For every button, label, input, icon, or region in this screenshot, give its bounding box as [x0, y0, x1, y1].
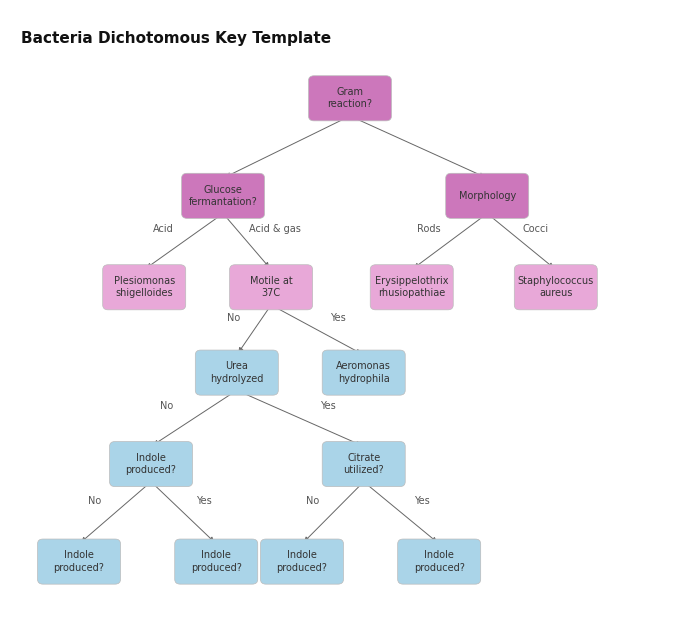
FancyBboxPatch shape	[175, 539, 258, 584]
Text: No: No	[306, 496, 319, 505]
Text: Yes: Yes	[330, 313, 346, 323]
Text: Indole
produced?: Indole produced?	[54, 551, 104, 573]
Text: Acid & gas: Acid & gas	[248, 224, 300, 234]
Text: Plesiomonas
shigelloides: Plesiomonas shigelloides	[113, 276, 175, 298]
Text: Erysippelothrix
rhusiopathiae: Erysippelothrix rhusiopathiae	[375, 276, 449, 298]
FancyBboxPatch shape	[195, 350, 279, 395]
Text: Staphylococcus
aureus: Staphylococcus aureus	[518, 276, 594, 298]
Text: Motile at
37C: Motile at 37C	[250, 276, 293, 298]
Text: Indole
produced?: Indole produced?	[414, 551, 465, 573]
Text: Indole
produced?: Indole produced?	[191, 551, 242, 573]
Text: Cocci: Cocci	[522, 224, 548, 234]
FancyBboxPatch shape	[230, 265, 313, 310]
Text: Bacteria Dichotomous Key Template: Bacteria Dichotomous Key Template	[21, 31, 331, 46]
FancyBboxPatch shape	[260, 539, 344, 584]
Text: Aeromonas
hydrophila: Aeromonas hydrophila	[336, 361, 391, 384]
FancyBboxPatch shape	[38, 539, 120, 584]
Text: Rods: Rods	[417, 224, 441, 234]
FancyBboxPatch shape	[103, 265, 186, 310]
Text: No: No	[227, 313, 240, 323]
Text: Glucose
fermantation?: Glucose fermantation?	[189, 185, 258, 207]
FancyBboxPatch shape	[398, 539, 481, 584]
Text: Indole
produced?: Indole produced?	[125, 453, 176, 475]
Text: Acid: Acid	[153, 224, 174, 234]
Text: Citrate
utilized?: Citrate utilized?	[344, 453, 384, 475]
FancyBboxPatch shape	[309, 76, 391, 121]
Text: Urea
hydrolyzed: Urea hydrolyzed	[210, 361, 263, 384]
Text: Yes: Yes	[320, 401, 335, 411]
Text: Indole
produced?: Indole produced?	[276, 551, 328, 573]
FancyBboxPatch shape	[110, 441, 192, 486]
FancyBboxPatch shape	[322, 441, 405, 486]
FancyBboxPatch shape	[181, 173, 265, 218]
Text: Yes: Yes	[196, 496, 212, 505]
Text: No: No	[160, 401, 173, 411]
FancyBboxPatch shape	[370, 265, 453, 310]
Text: Morphology: Morphology	[458, 191, 516, 201]
FancyBboxPatch shape	[514, 265, 597, 310]
Text: Yes: Yes	[414, 496, 430, 505]
Text: No: No	[88, 496, 101, 505]
Text: Gram
reaction?: Gram reaction?	[328, 87, 372, 109]
FancyBboxPatch shape	[322, 350, 405, 395]
FancyBboxPatch shape	[446, 173, 528, 218]
